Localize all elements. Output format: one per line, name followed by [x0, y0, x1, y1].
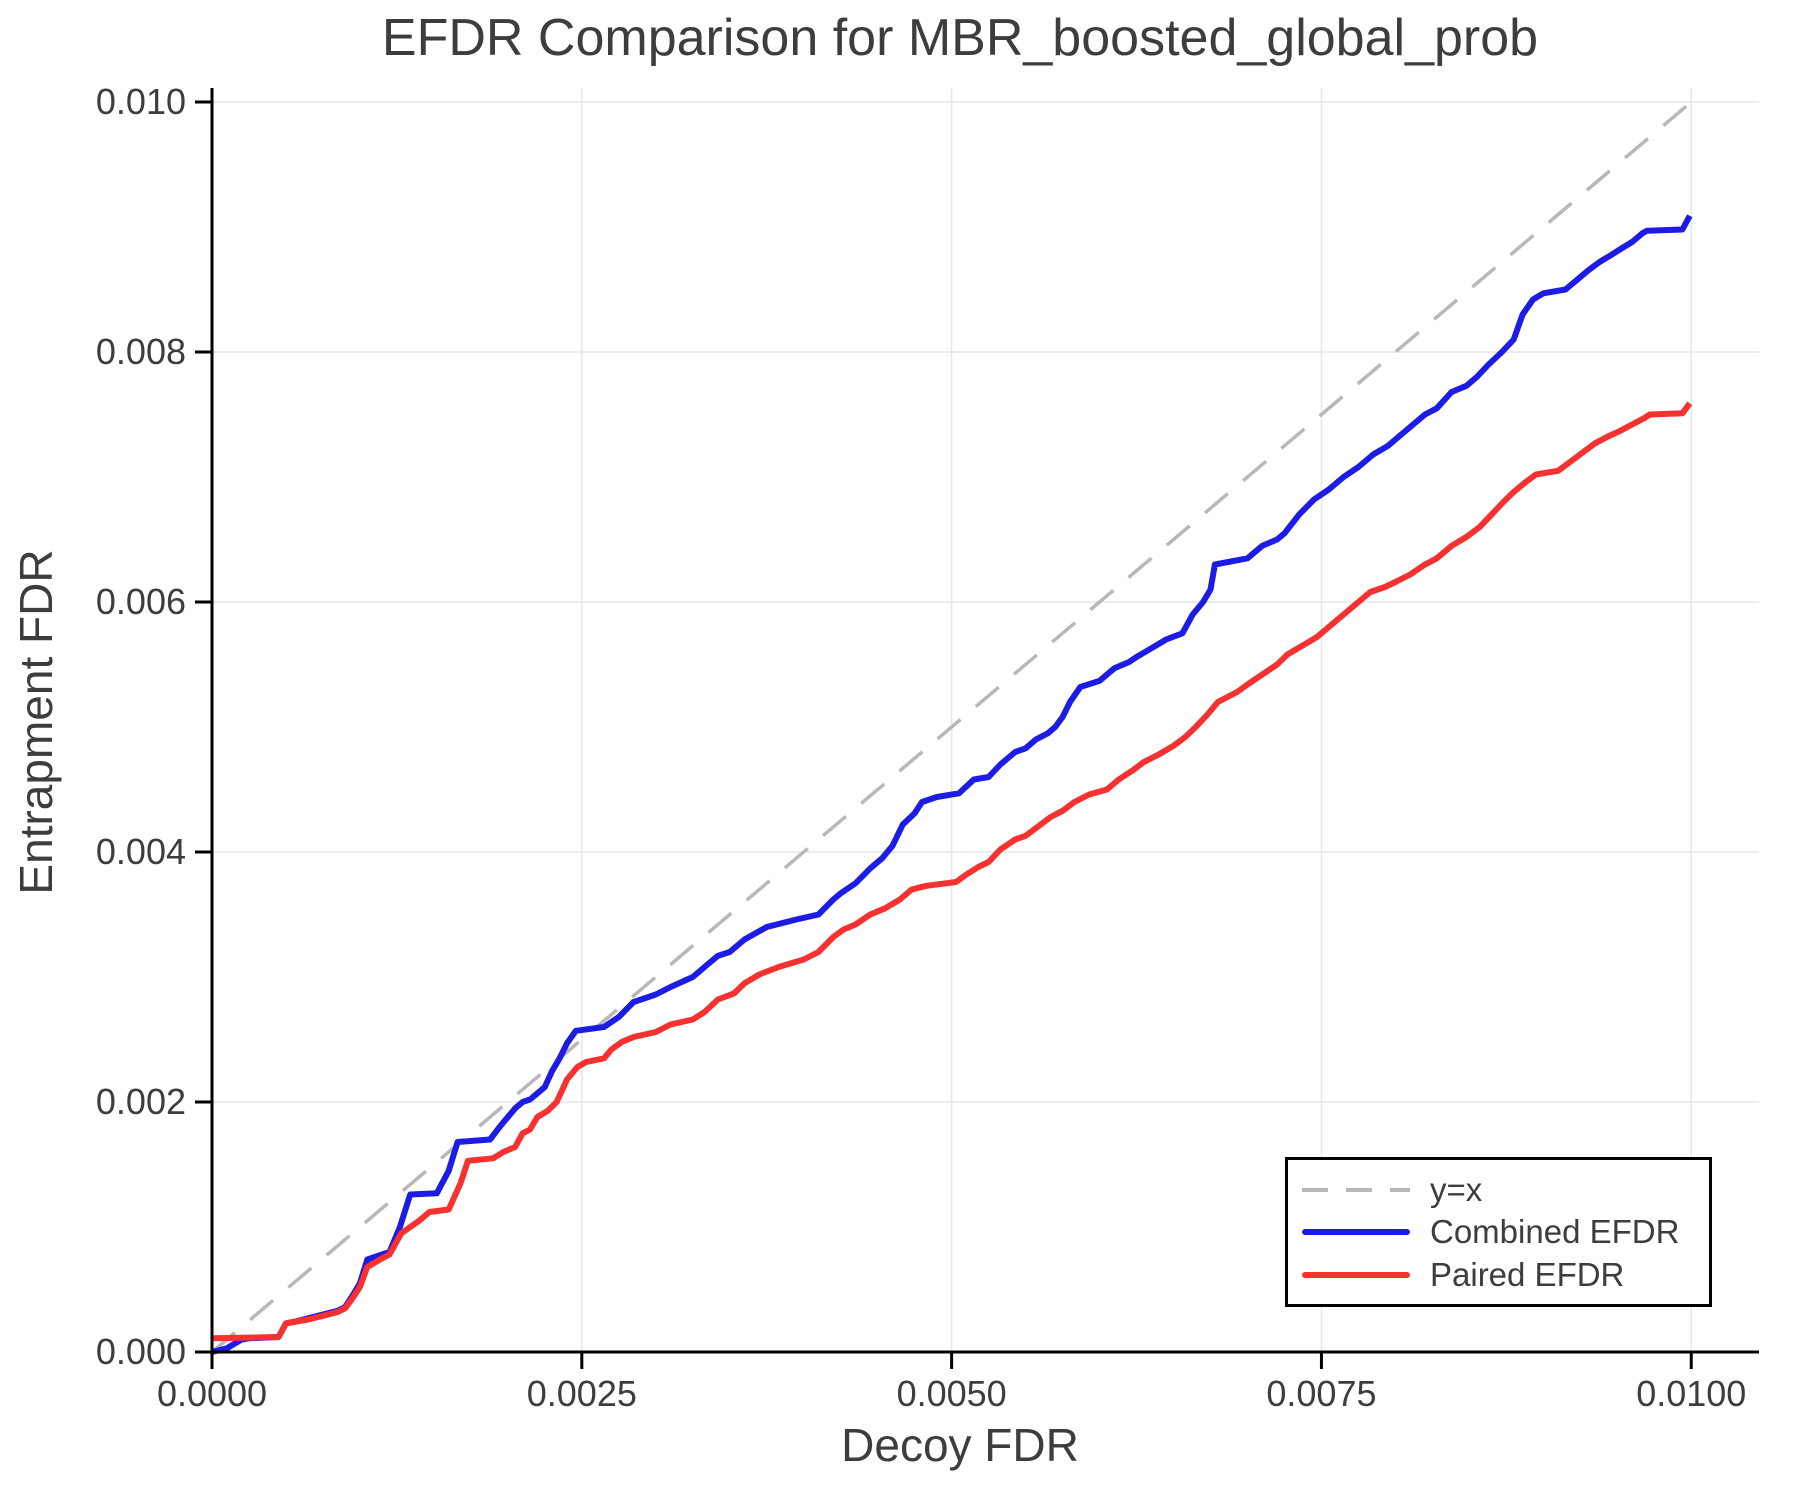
legend-item-combined: Combined EFDR [1302, 1213, 1699, 1251]
paired-efdr-line [211, 401, 1693, 1342]
x-tick-label: 0.0075 [1266, 1373, 1376, 1414]
combined-line-swatch [1302, 1229, 1410, 1235]
y-tick-label: 0.006 [96, 581, 186, 622]
legend-item-yx: y=x [1302, 1171, 1699, 1209]
yx-dashed-line-swatch [1302, 1187, 1410, 1192]
y-tick-label: 0.010 [96, 81, 186, 122]
y-tick-label: 0.008 [96, 331, 186, 372]
y-tick-label: 0.002 [96, 1081, 186, 1122]
chart-title: EFDR Comparison for MBR_boosted_global_p… [381, 9, 1539, 67]
x-tick-label: 0.0100 [1636, 1373, 1746, 1414]
combined-efdr-line [211, 214, 1693, 1355]
y-tick-label: 0.004 [96, 831, 186, 872]
x-tick-label: 0.0000 [157, 1373, 267, 1414]
x-tick-label: 0.0050 [897, 1373, 1007, 1414]
legend-label-paired: Paired EFDR [1430, 1255, 1625, 1293]
x-tick-label: 0.0025 [527, 1373, 637, 1414]
x-axis-label: Decoy FDR [841, 1419, 1079, 1471]
y-axis-label: Entrapment FDR [10, 549, 62, 895]
legend: y=x Combined EFDR Paired EFDR [1285, 1157, 1712, 1307]
y-tick-label: 0.000 [96, 1331, 186, 1372]
legend-item-paired: Paired EFDR [1302, 1256, 1699, 1294]
paired-line-swatch [1302, 1271, 1410, 1278]
legend-label-combined: Combined EFDR [1430, 1213, 1680, 1250]
legend-label-yx: y=x [1430, 1170, 1483, 1208]
